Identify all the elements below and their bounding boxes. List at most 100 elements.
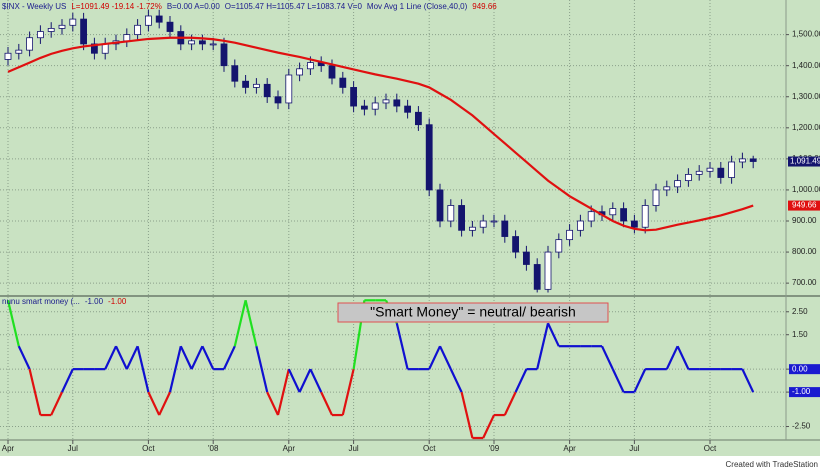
indicator-segment (741, 368, 755, 393)
candle-body (393, 99, 401, 107)
candle-body (436, 189, 444, 222)
header-text: -1.00 (108, 297, 127, 306)
candle-body (706, 167, 714, 172)
y-tick-label: 1,000.00 (792, 185, 820, 194)
candle-body (91, 43, 98, 54)
candle-body (641, 205, 649, 228)
y-tick-label: 1,300.00 (792, 92, 820, 101)
candle-body (231, 65, 239, 82)
candle-body (685, 174, 692, 182)
x-tick-label: Oct (704, 444, 717, 453)
candle-body (544, 251, 552, 290)
indicator-segment (320, 391, 333, 416)
candle-body (587, 211, 595, 222)
candle-body (166, 21, 174, 32)
indicator-segment (201, 345, 215, 370)
indicator-segment (244, 300, 258, 347)
candle-body (674, 180, 681, 188)
candle-body (58, 24, 66, 29)
candle-body (479, 220, 487, 228)
candle-body (134, 24, 142, 36)
candle-body (533, 264, 541, 290)
header-text: 949.66 (472, 2, 497, 11)
indicator-segment (104, 345, 117, 370)
candle-body (663, 186, 671, 191)
indicator-segment (115, 345, 128, 370)
candle-body (144, 15, 152, 26)
candle-body (285, 74, 293, 104)
candle-body (274, 96, 282, 104)
candle-body (37, 31, 44, 39)
y-tick-label: 1,200.00 (792, 123, 820, 132)
x-tick-label: Oct (142, 444, 155, 453)
candle-body (15, 49, 23, 54)
header-text: Mov Avg 1 Line (Close,40,0) (367, 2, 468, 11)
candle-body (414, 111, 422, 126)
indicator-segment (276, 368, 290, 416)
annotation: "Smart Money" = neutral/ bearish (370, 304, 576, 320)
indicator-segment (676, 345, 690, 370)
indicator-segment (50, 391, 63, 416)
indicator-segment (514, 368, 528, 393)
candle-body (739, 158, 746, 163)
x-tick-label: Apr (2, 444, 15, 453)
ma-label-box (788, 200, 820, 211)
candle-body (512, 236, 519, 253)
x-tick-label: Jul (68, 444, 78, 453)
candle-body (296, 68, 304, 76)
indicator-segment (503, 391, 517, 416)
indicator-segment (61, 368, 74, 393)
y-tick-label: 2.50 (792, 307, 808, 316)
candle-body (155, 15, 163, 23)
indicator-segment (147, 391, 161, 416)
header-text: $INX - Weekly US (2, 2, 66, 11)
y-tick-label: -1.00 (792, 387, 811, 396)
indicator-segment (287, 368, 301, 393)
header-text: L=1091.49 -19.14 -1.72% (71, 2, 162, 11)
x-tick-label: Jul (629, 444, 639, 453)
candle-body (609, 208, 617, 216)
annotation-box (337, 302, 609, 323)
candle-body (425, 124, 433, 191)
indicator-line (6, 299, 755, 440)
candle-body (209, 43, 217, 46)
indicator-segment (136, 345, 150, 393)
candle-body (555, 239, 563, 253)
indicator-segment (633, 368, 647, 393)
indicator-segment (611, 368, 625, 393)
candle-body (404, 105, 412, 113)
candle-body (242, 80, 250, 88)
indicator-segment (223, 345, 236, 370)
indicator-segment (266, 391, 279, 416)
candle-body (523, 251, 530, 265)
candle-body (47, 28, 55, 32)
indicator-segment (190, 345, 204, 370)
candle-body (188, 40, 196, 45)
y-tick-label: 700.00 (792, 278, 817, 287)
candle-body (631, 220, 638, 228)
header-text: nunu smart money (... (2, 297, 80, 306)
candle-body (620, 208, 627, 222)
candle-body (263, 83, 271, 98)
x-tick-label: Apr (563, 444, 576, 453)
y-tick-box (789, 387, 820, 398)
y-tick-label: 0.00 (792, 364, 808, 373)
candle-body (382, 99, 390, 104)
close-label: 1,091.49 (790, 157, 820, 166)
candle-body (447, 205, 455, 222)
candle-body (566, 229, 573, 241)
candle-body (26, 37, 34, 51)
indicator-segment (6, 300, 20, 347)
candle-body (69, 18, 77, 26)
candle-body (695, 170, 703, 175)
plot-background (0, 0, 820, 456)
indicator-segment (158, 391, 171, 416)
candle-body (4, 52, 12, 60)
candle-body (652, 189, 660, 206)
candle-body (458, 205, 466, 231)
candle-body (252, 83, 260, 88)
y-tick-label: -2.50 (792, 422, 811, 431)
y-tick-label: 800.00 (792, 247, 817, 256)
x-tick-label: '08 (208, 444, 219, 453)
